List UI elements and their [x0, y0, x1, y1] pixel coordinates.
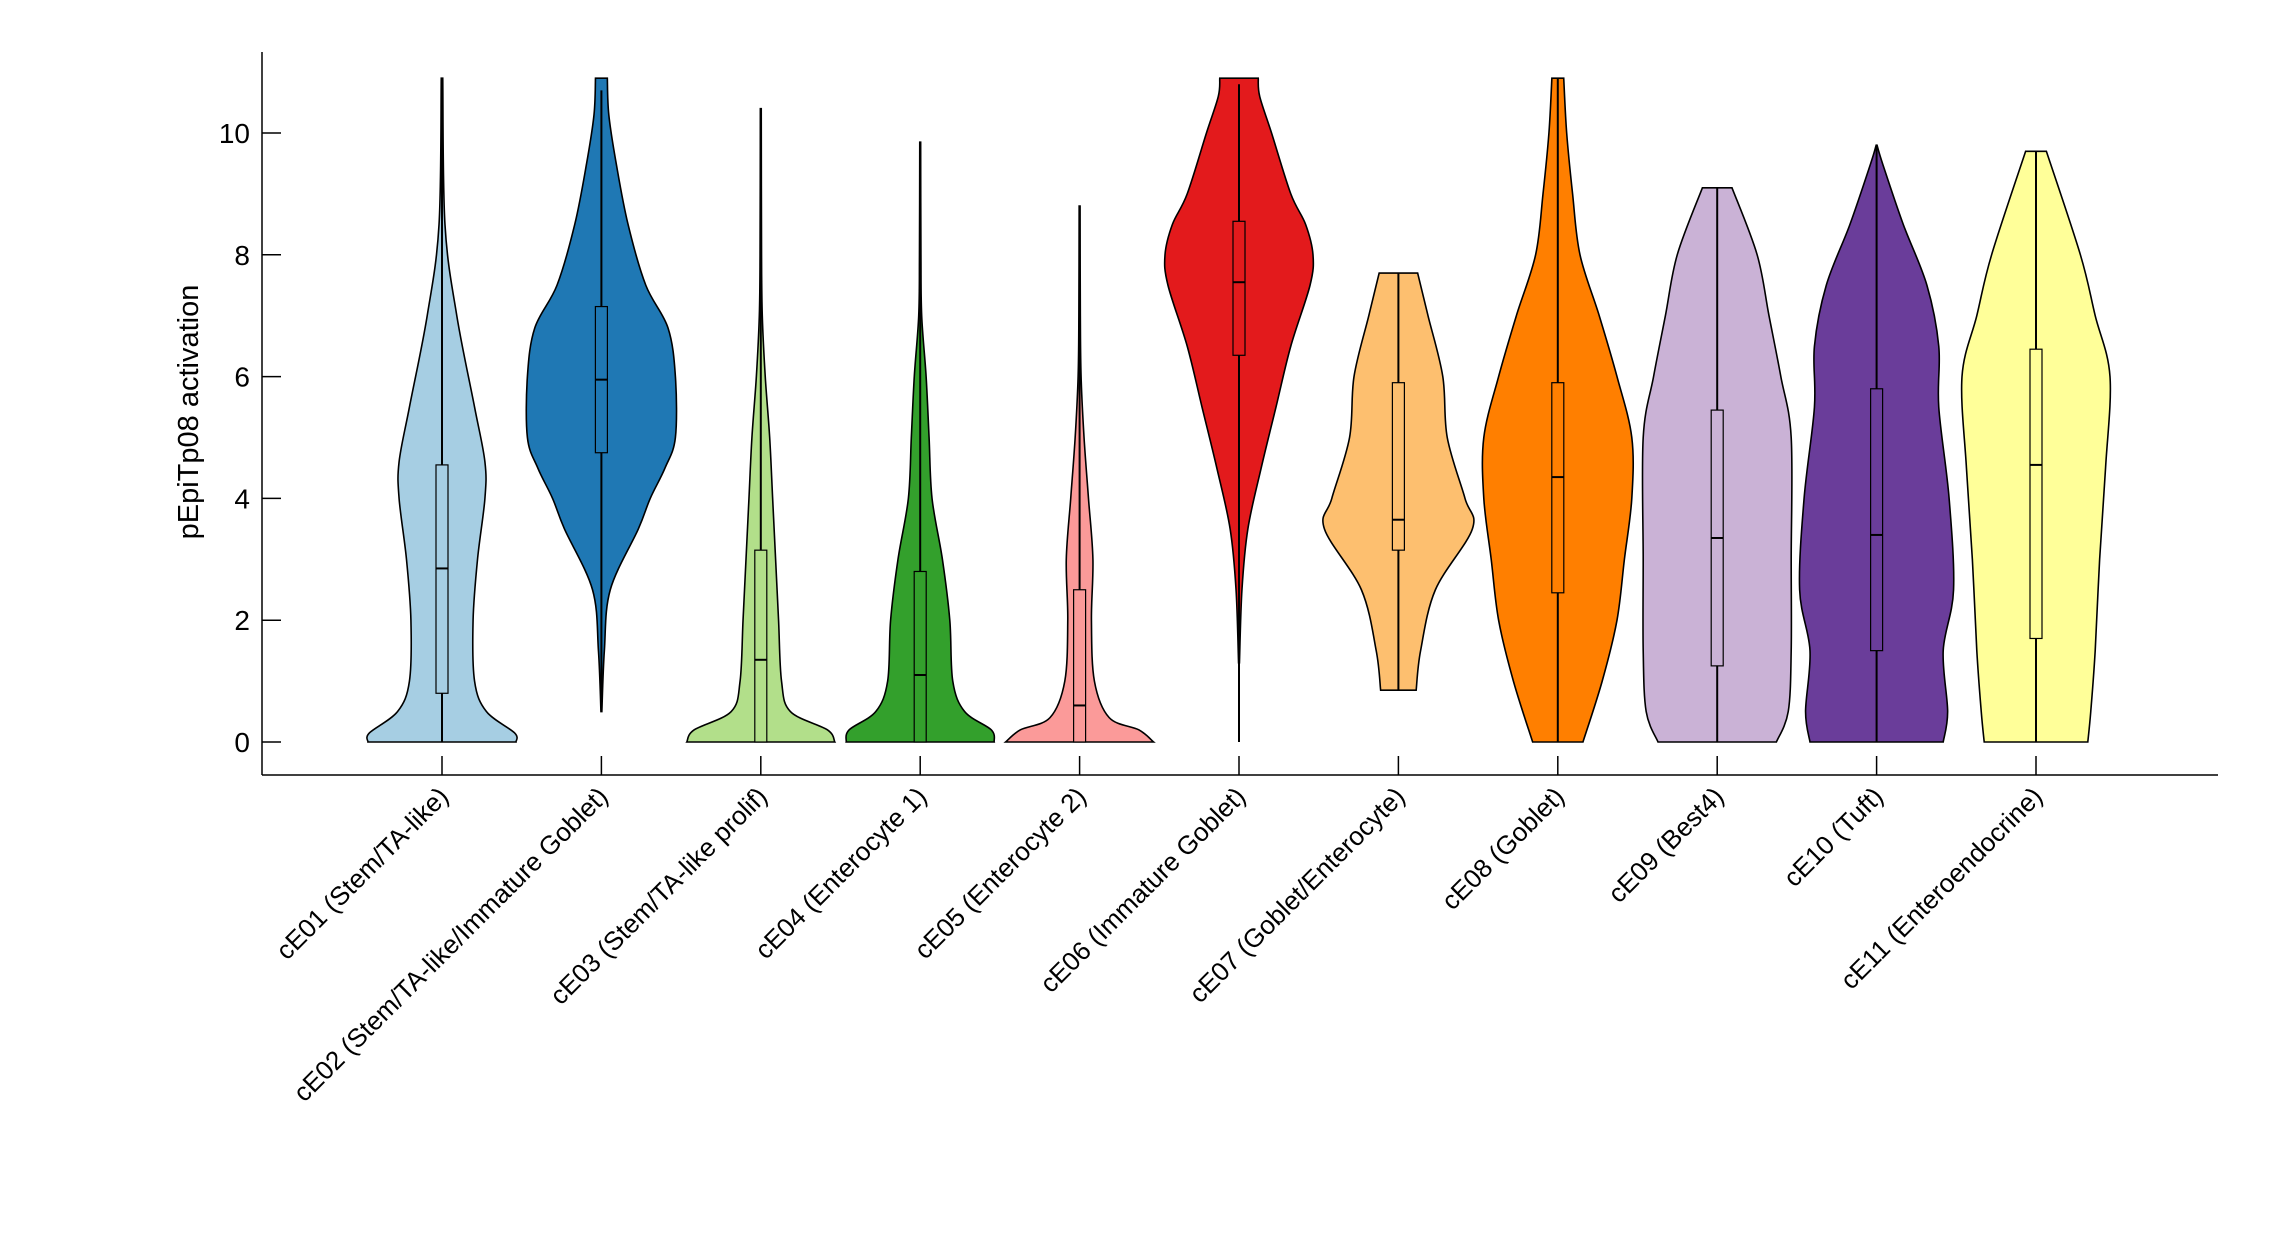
violin-8	[1481, 77, 1635, 743]
x-tick-label: cE09 (Best4)	[1602, 781, 1729, 908]
violin-10	[1798, 144, 1955, 743]
box	[754, 549, 768, 743]
y-axis-label: pEpiTp08 activation	[173, 285, 205, 540]
x-tick-label: cE10 (Tuft)	[1777, 781, 1888, 892]
y-tick-label: 6	[234, 362, 250, 393]
violins	[366, 77, 2112, 743]
y-ticks: 0 2 4 6 8 10	[219, 118, 281, 758]
violin-2	[525, 77, 678, 713]
box	[2029, 348, 2043, 640]
x-tick-label: cE02 (Stem/TA-like/Immature Goblet)	[287, 781, 613, 1107]
violin-3	[685, 107, 837, 743]
box	[1391, 382, 1406, 551]
x-tick-label: cE01 (Stem/TA-like)	[270, 781, 454, 965]
violin-9	[1641, 187, 1793, 743]
x-ticks: cE01 (Stem/TA-like)cE02 (Stem/TA-like/Im…	[270, 756, 2048, 1107]
box	[913, 570, 927, 743]
x-tick-label: cE08 (Goblet)	[1435, 781, 1570, 916]
box	[435, 464, 449, 694]
y-tick-label: 2	[234, 605, 250, 636]
box	[1869, 388, 1884, 652]
x-tick-label: cE05 (Enterocyte 2)	[908, 781, 1092, 965]
violin-11	[1960, 150, 2112, 743]
box	[1072, 589, 1087, 743]
violin-1	[366, 77, 518, 743]
x-tick-label: cE04 (Enterocyte 1)	[749, 781, 933, 965]
y-tick-label: 10	[219, 118, 250, 149]
box	[1232, 220, 1246, 356]
y-tick-label: 0	[234, 727, 250, 758]
violin-4	[845, 141, 996, 743]
box	[1551, 382, 1565, 594]
violin-6	[1163, 77, 1315, 742]
y-tick-label: 8	[234, 240, 250, 271]
violin-5	[1003, 205, 1156, 743]
y-tick-label: 4	[234, 483, 250, 514]
violin-7	[1322, 272, 1475, 692]
